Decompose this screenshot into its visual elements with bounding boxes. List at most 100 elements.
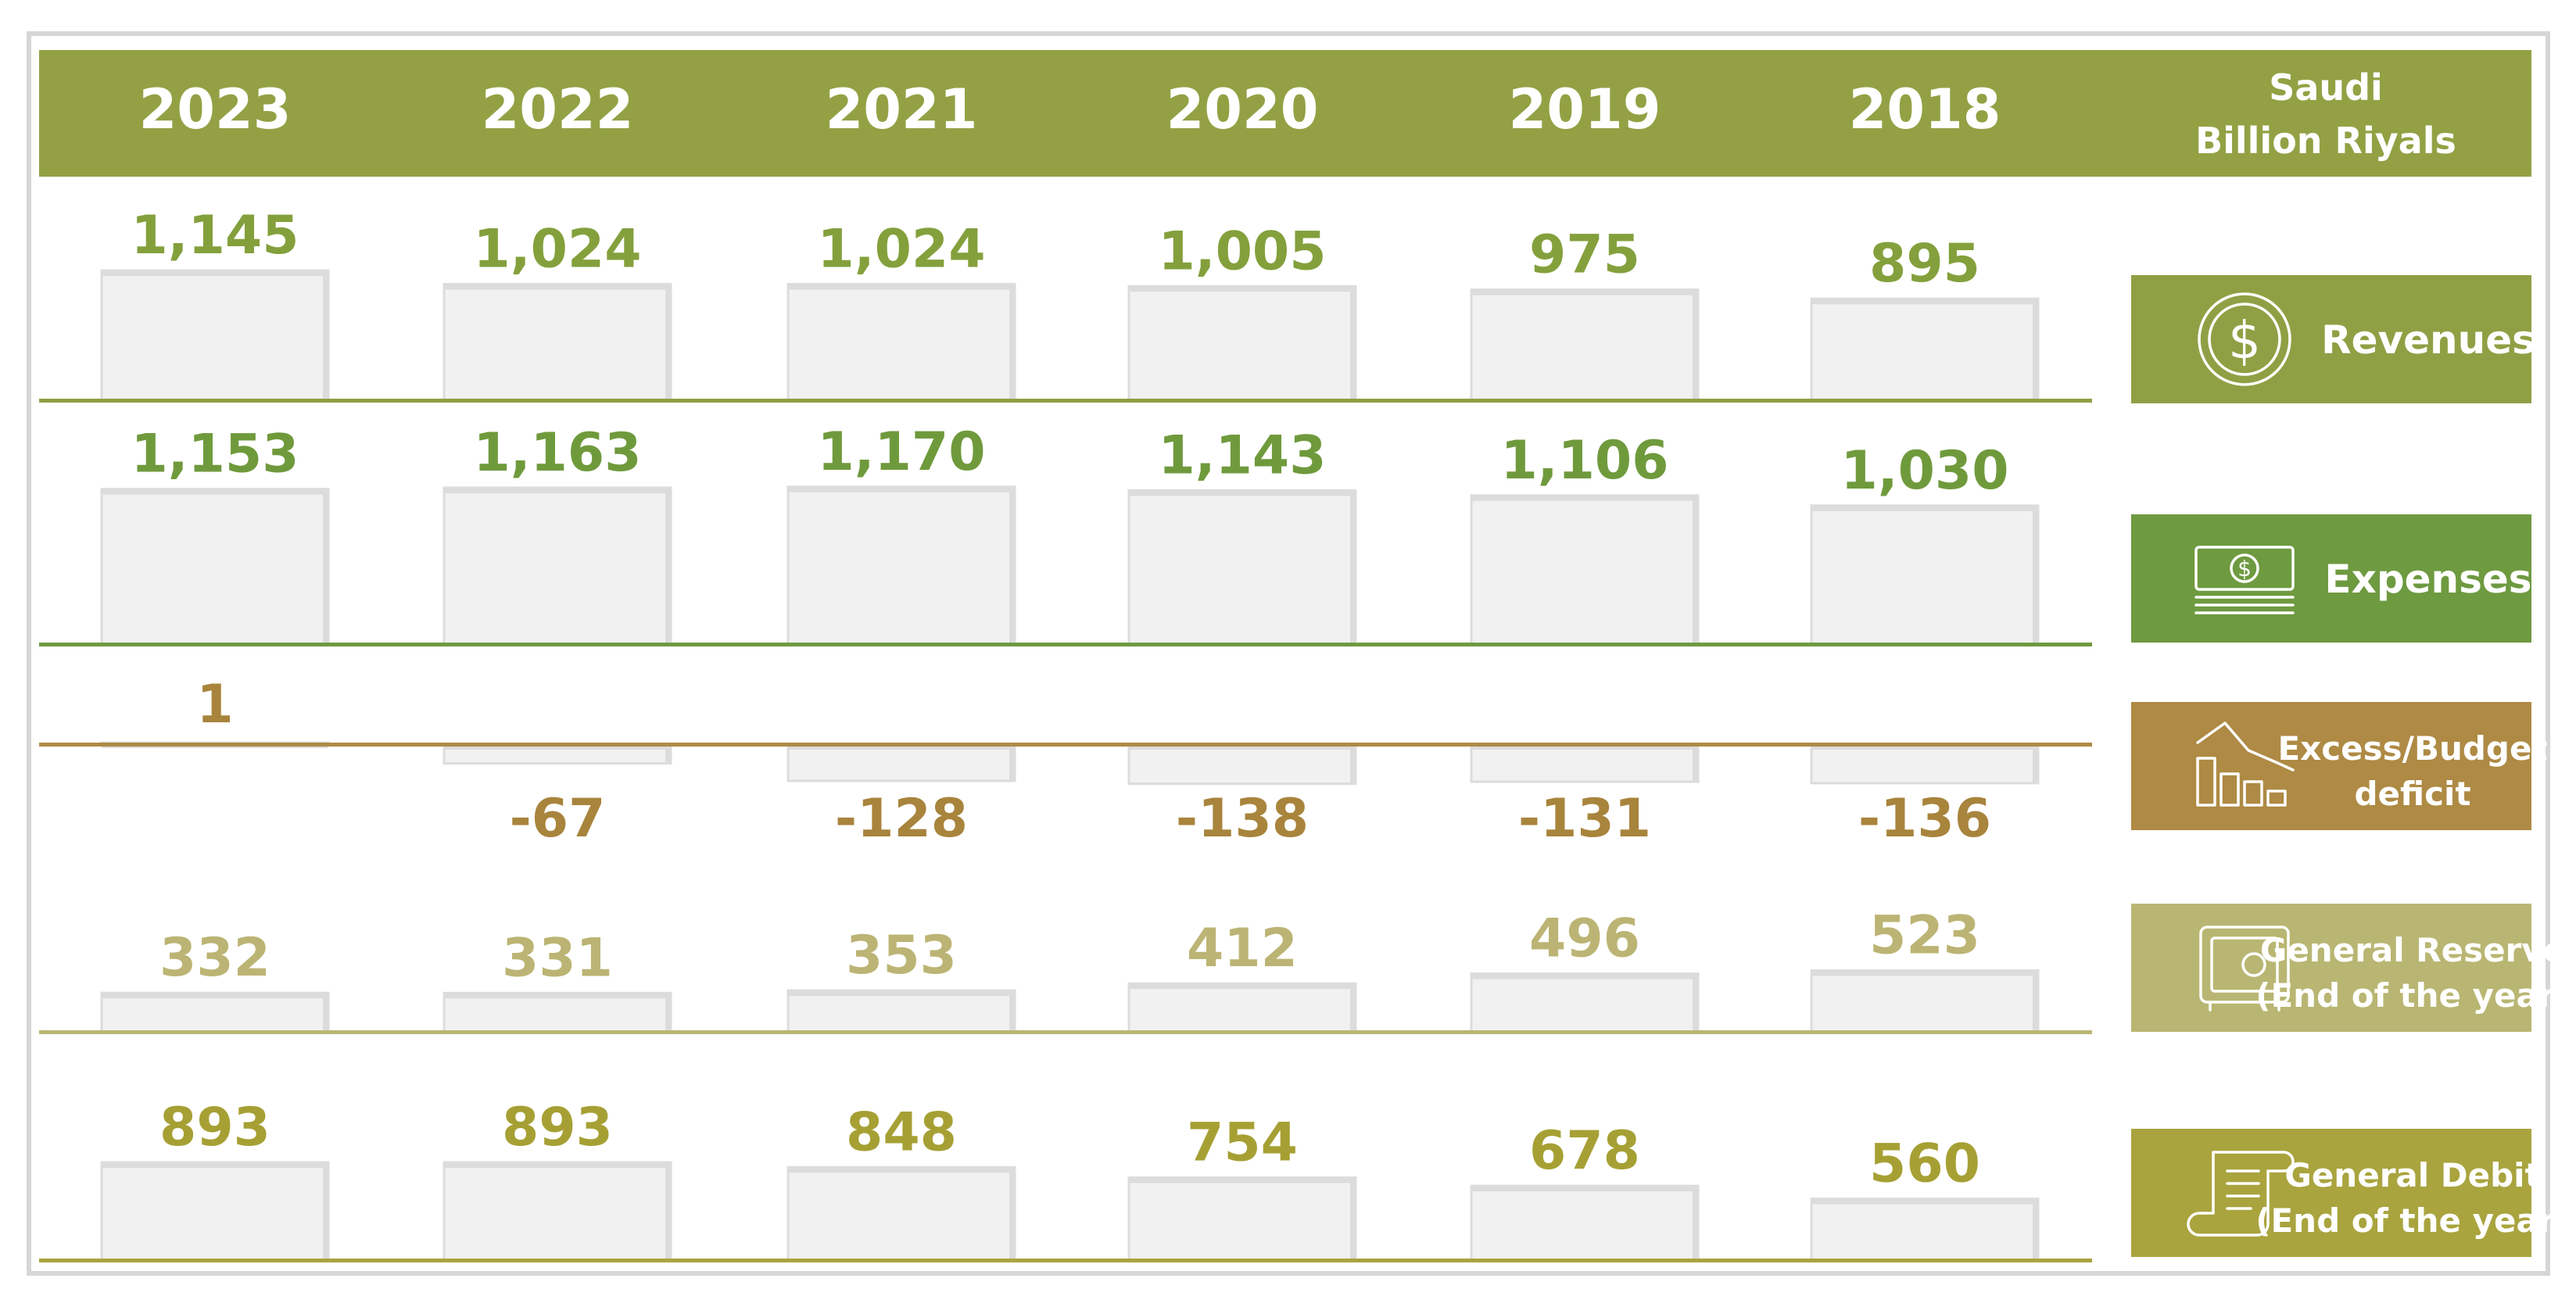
data-label-2018: -136 — [1858, 788, 1991, 850]
legend-badge: General Debit (End of the year) — [2131, 1129, 2570, 1257]
row-baseline — [39, 743, 2092, 747]
legend-label-line2: deficit — [2354, 775, 2470, 813]
bar-2021 — [786, 485, 1016, 646]
header-band — [39, 50, 2531, 177]
data-label-2022: 893 — [502, 1097, 613, 1158]
bar-2019 — [1470, 972, 1700, 1033]
bar-2023 — [100, 991, 330, 1033]
bar-2018 — [1810, 1198, 2040, 1262]
bar-2023 — [100, 488, 330, 646]
data-label-2020: -138 — [1176, 788, 1309, 850]
data-label-2023: 893 — [159, 1097, 270, 1158]
data-label-2019: 1,106 — [1500, 430, 1668, 492]
bar-2022 — [442, 486, 672, 646]
data-label-2021: -128 — [835, 788, 968, 850]
data-label-2020: 1,005 — [1158, 220, 1326, 282]
data-label-2022: 1,163 — [473, 422, 641, 484]
year-header-2020: 2020 — [1166, 77, 1319, 141]
year-header-2019: 2019 — [1509, 77, 1661, 141]
data-label-2021: 1,024 — [817, 219, 985, 281]
data-label-2018: 895 — [1869, 233, 1980, 295]
data-label-2023: 1 — [196, 674, 233, 736]
declining-chart-icon — [2196, 722, 2295, 807]
year-header-2018: 2018 — [1849, 77, 2001, 141]
bar-2022 — [442, 743, 672, 765]
row-revenues: 1,145 1,024 1,024 1,005 975 895 $ Revenues — [39, 205, 2535, 403]
legend-label: Expenses — [2324, 557, 2531, 602]
bar-2021 — [786, 1166, 1016, 1262]
bar-2019 — [1470, 494, 1700, 646]
year-header-2022: 2022 — [482, 77, 634, 141]
data-label-2022: -67 — [510, 788, 606, 850]
unit-label-line1: Saudi — [2269, 66, 2383, 109]
legend-label: Revenues — [2321, 317, 2535, 363]
scroll-icon — [2187, 1151, 2295, 1237]
outer-frame — [27, 31, 2550, 1276]
row-excess-budget-deficit: 1 -67 -128 -138 -131 -136 Excess/Budget deficit — [39, 674, 2548, 850]
data-label-2021: 848 — [846, 1101, 957, 1163]
year-header-2021: 2021 — [826, 77, 978, 141]
data-label-2020: 754 — [1187, 1112, 1298, 1173]
data-label-2022: 331 — [502, 927, 613, 989]
data-label-2018: 523 — [1869, 905, 1980, 967]
data-label-2019: 975 — [1529, 224, 1640, 286]
legend-label-line2: (End of the year) — [2255, 976, 2569, 1015]
row-baseline — [39, 643, 2092, 646]
safe-icon — [2199, 926, 2290, 1012]
data-label-2023: 332 — [159, 927, 270, 989]
bar-2020 — [1127, 489, 1357, 646]
bar-2020 — [1127, 743, 1357, 786]
row-general-debit-end-of-the-year: 893 893 848 754 678 560 General Debit (End of t… — [39, 1097, 2570, 1262]
bar-2020 — [1127, 982, 1357, 1033]
legend-label-line1: Excess/Budget — [2277, 729, 2547, 768]
legend-badge: $ Expenses — [2131, 514, 2532, 643]
legend-label-line2: (End of the year) — [2255, 1201, 2569, 1240]
bar-2018 — [1810, 297, 2040, 402]
data-label-2023: 1,153 — [131, 424, 299, 485]
bar-2021 — [786, 743, 1016, 782]
data-label-2021: 1,170 — [817, 421, 985, 483]
legend-badge: $ Revenues — [2131, 275, 2535, 403]
data-label-2019: -131 — [1518, 788, 1651, 850]
legend-label-line1: General Debit — [2284, 1156, 2540, 1194]
legend-label-line1: General Reserve — [2260, 931, 2565, 969]
bar-2019 — [1470, 288, 1700, 402]
data-label-2019: 496 — [1529, 908, 1640, 970]
data-label-2022: 1,024 — [473, 219, 641, 281]
data-label-2018: 560 — [1869, 1133, 1980, 1195]
bar-2018 — [1810, 743, 2040, 785]
bar-2020 — [1127, 1176, 1357, 1262]
data-label-2020: 1,143 — [1158, 424, 1326, 486]
bar-2020 — [1127, 285, 1357, 402]
bar-2022 — [442, 991, 672, 1033]
row-expenses: 1,153 1,163 1,170 1,143 1,106 1,030 $ Expenses — [39, 421, 2532, 646]
row-general-reserve-end-of-the-year: 332 331 353 412 496 523 General Reserve (End of… — [39, 904, 2570, 1034]
data-label-2019: 678 — [1529, 1120, 1640, 1182]
bar-2021 — [786, 283, 1016, 402]
data-label-2023: 1,145 — [131, 205, 299, 267]
legend-badge: Excess/Budget deficit — [2131, 702, 2548, 830]
bar-2023 — [100, 269, 330, 402]
bar-2018 — [1810, 504, 2040, 646]
data-label-2020: 412 — [1187, 918, 1298, 979]
bar-2018 — [1810, 969, 2040, 1033]
legend-badge: General Reserve (End of the year) — [2131, 904, 2570, 1032]
data-label-2021: 353 — [846, 925, 957, 987]
banknote-stack-icon: $ — [2194, 546, 2295, 614]
year-header-2023: 2023 — [139, 77, 292, 141]
row-baseline — [39, 1030, 2092, 1034]
unit-label-line2: Billion Riyals — [2195, 120, 2456, 162]
data-label-2018: 1,030 — [1840, 440, 2008, 502]
svg-text:$: $ — [2228, 310, 2261, 371]
bar-2019 — [1470, 743, 1700, 783]
bar-2022 — [442, 1161, 672, 1262]
svg-text:$: $ — [2237, 556, 2252, 582]
bar-2021 — [786, 989, 1016, 1033]
row-baseline — [39, 399, 2092, 403]
bar-2022 — [442, 283, 672, 402]
row-baseline — [39, 1259, 2092, 1262]
bar-2023 — [100, 1161, 330, 1262]
dollar-coin-icon: $ — [2198, 292, 2291, 386]
